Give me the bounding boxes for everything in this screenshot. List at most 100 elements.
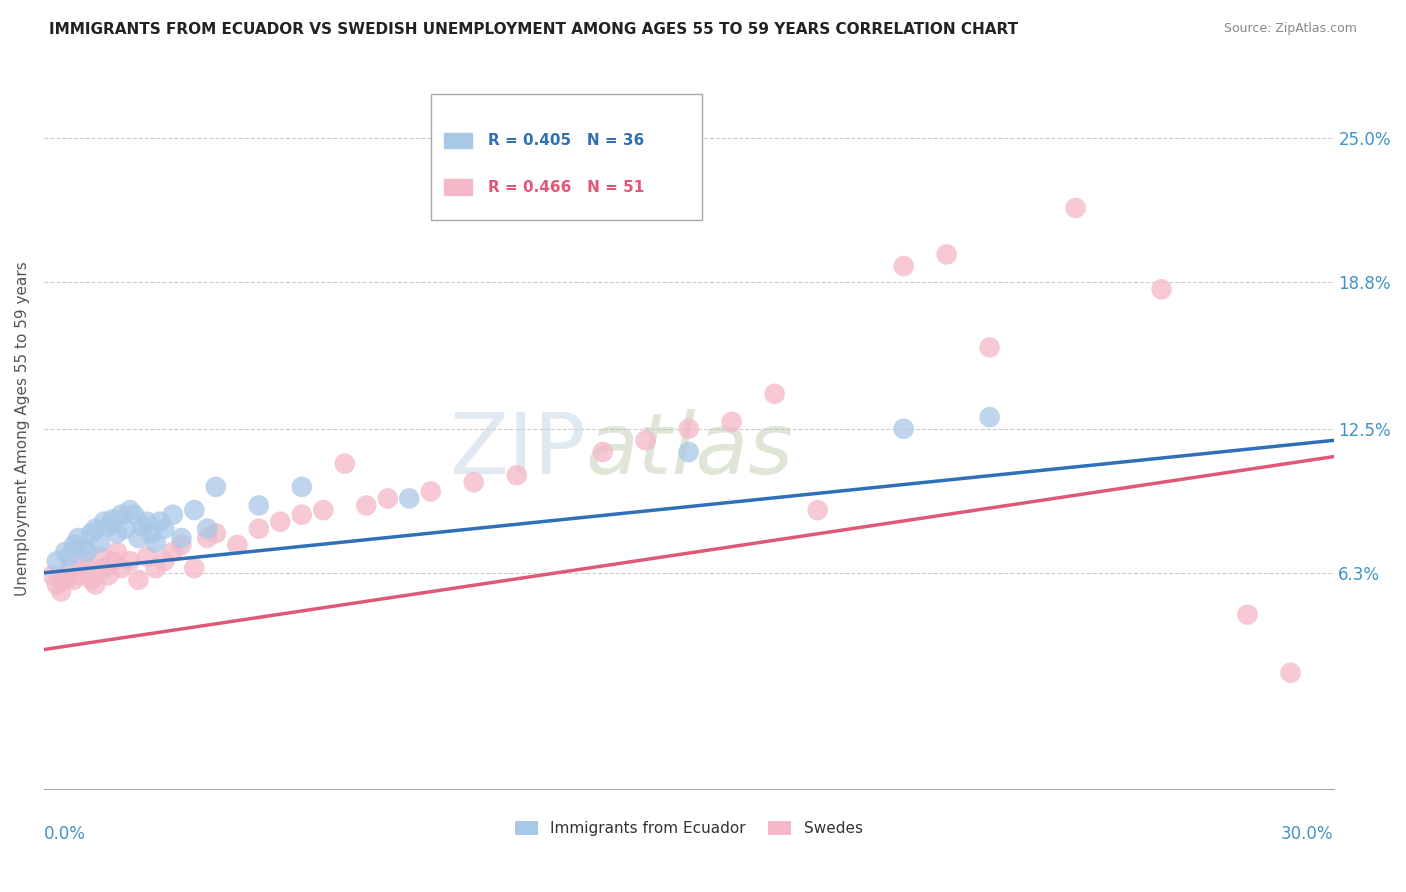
- Point: [67, 531, 90, 545]
- Point: [678, 445, 700, 459]
- Point: [162, 508, 184, 522]
- Point: [89, 535, 111, 549]
- Text: 0.0%: 0.0%: [44, 825, 86, 843]
- Text: R = 0.405   N = 36: R = 0.405 N = 36: [488, 133, 644, 148]
- Point: [145, 535, 167, 549]
- Text: R = 0.466   N = 51: R = 0.466 N = 51: [488, 180, 644, 194]
- Point: [247, 499, 270, 513]
- Point: [105, 545, 128, 559]
- Point: [72, 554, 94, 568]
- Point: [114, 522, 136, 536]
- Point: [127, 531, 149, 545]
- Point: [269, 515, 291, 529]
- Text: 30.0%: 30.0%: [1281, 825, 1333, 843]
- Point: [1279, 665, 1302, 680]
- Legend: Immigrants from Ecuador, Swedes: Immigrants from Ecuador, Swedes: [509, 815, 869, 843]
- Point: [720, 415, 742, 429]
- Point: [419, 484, 441, 499]
- Point: [1150, 282, 1173, 296]
- Point: [110, 561, 132, 575]
- FancyBboxPatch shape: [444, 179, 472, 195]
- Point: [132, 519, 155, 533]
- Point: [291, 508, 314, 522]
- Point: [67, 568, 90, 582]
- Point: [93, 515, 115, 529]
- Point: [118, 554, 141, 568]
- Text: Source: ZipAtlas.com: Source: ZipAtlas.com: [1223, 22, 1357, 36]
- Point: [97, 519, 120, 533]
- Point: [84, 522, 107, 536]
- Point: [979, 410, 1001, 425]
- Text: IMMIGRANTS FROM ECUADOR VS SWEDISH UNEMPLOYMENT AMONG AGES 55 TO 59 YEARS CORREL: IMMIGRANTS FROM ECUADOR VS SWEDISH UNEMP…: [49, 22, 1018, 37]
- Point: [377, 491, 399, 506]
- FancyBboxPatch shape: [430, 94, 702, 219]
- Point: [312, 503, 335, 517]
- Point: [893, 259, 915, 273]
- Point: [49, 584, 72, 599]
- Point: [101, 554, 124, 568]
- Point: [1236, 607, 1258, 622]
- Point: [506, 468, 529, 483]
- Point: [463, 475, 485, 490]
- Point: [41, 568, 63, 582]
- Point: [170, 531, 193, 545]
- Point: [226, 538, 249, 552]
- Point: [205, 480, 228, 494]
- Point: [141, 526, 163, 541]
- Point: [76, 545, 98, 559]
- Point: [45, 577, 67, 591]
- Point: [979, 340, 1001, 354]
- Text: ZIP: ZIP: [449, 409, 585, 491]
- FancyBboxPatch shape: [444, 133, 472, 148]
- Point: [76, 561, 98, 575]
- Point: [84, 577, 107, 591]
- Point: [118, 503, 141, 517]
- Point: [170, 538, 193, 552]
- Point: [93, 561, 115, 575]
- Point: [333, 457, 356, 471]
- Point: [59, 561, 82, 575]
- Point: [101, 512, 124, 526]
- Point: [136, 549, 159, 564]
- Point: [136, 515, 159, 529]
- Point: [162, 545, 184, 559]
- Point: [72, 541, 94, 555]
- Point: [122, 508, 145, 522]
- Point: [356, 499, 378, 513]
- Point: [149, 515, 172, 529]
- Point: [105, 526, 128, 541]
- Point: [935, 247, 957, 261]
- Point: [763, 387, 786, 401]
- Y-axis label: Unemployment Among Ages 55 to 59 years: Unemployment Among Ages 55 to 59 years: [15, 261, 30, 596]
- Point: [63, 538, 86, 552]
- Point: [1064, 201, 1087, 215]
- Point: [678, 422, 700, 436]
- Point: [153, 522, 176, 536]
- Point: [592, 445, 614, 459]
- Point: [205, 526, 228, 541]
- Point: [183, 561, 205, 575]
- Point: [398, 491, 420, 506]
- Point: [63, 573, 86, 587]
- Point: [195, 522, 218, 536]
- Point: [45, 554, 67, 568]
- Point: [55, 545, 77, 559]
- Point: [291, 480, 314, 494]
- Point: [80, 526, 103, 541]
- Point: [127, 573, 149, 587]
- Point: [183, 503, 205, 517]
- Point: [80, 573, 103, 587]
- Point: [247, 522, 270, 536]
- Point: [893, 422, 915, 436]
- Point: [110, 508, 132, 522]
- Point: [153, 554, 176, 568]
- Point: [89, 549, 111, 564]
- Point: [807, 503, 830, 517]
- Point: [55, 573, 77, 587]
- Text: atlas: atlas: [585, 409, 793, 491]
- Point: [59, 549, 82, 564]
- Point: [634, 434, 657, 448]
- Point: [97, 568, 120, 582]
- Point: [145, 561, 167, 575]
- Point: [195, 531, 218, 545]
